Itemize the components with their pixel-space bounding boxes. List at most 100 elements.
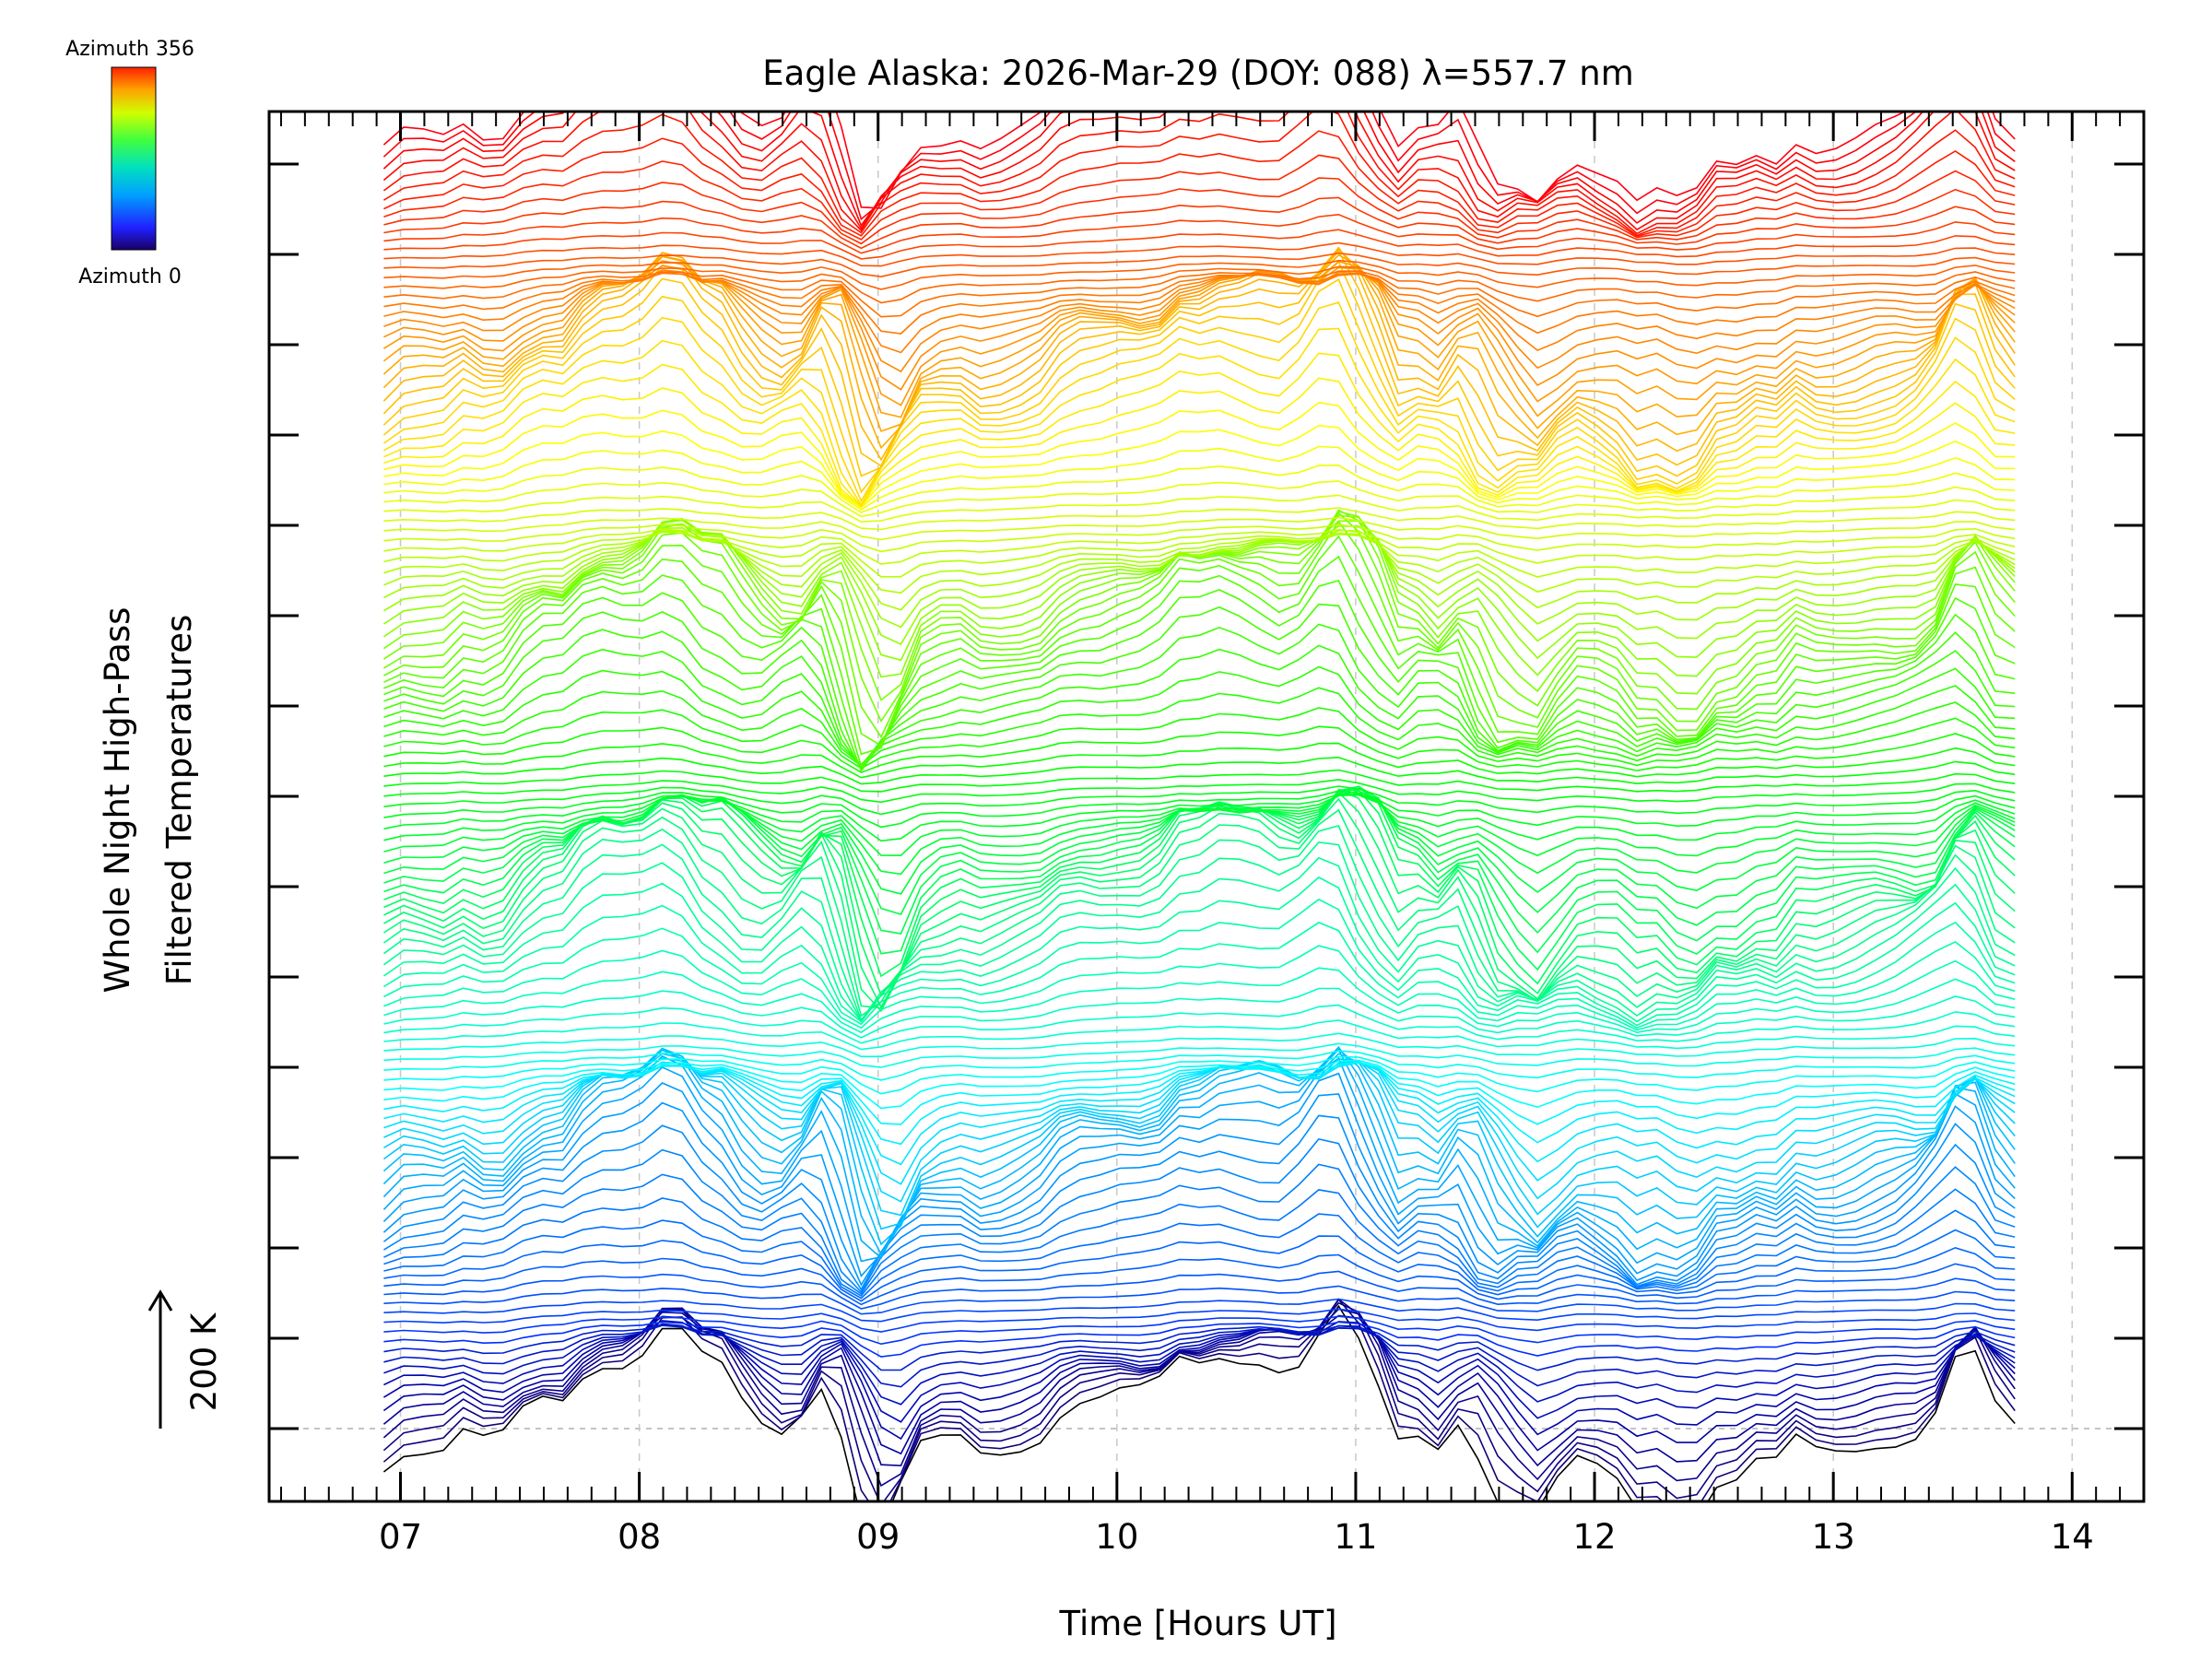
series-azimuth-56.7 bbox=[383, 1163, 2016, 1295]
chart-title: Eagle Alaska: 2026-Mar-29 (DOY: 088) λ=5… bbox=[762, 53, 1634, 93]
series-azimuth-359.1 bbox=[382, 112, 2016, 221]
series-azimuth-170.1 bbox=[383, 794, 2016, 857]
series-azimuth-189.0 bbox=[383, 742, 2016, 779]
series-azimuth-337.5 bbox=[383, 196, 2016, 250]
series-azimuth-99.9 bbox=[383, 1059, 2016, 1110]
series-azimuth-27.0 bbox=[383, 1324, 2016, 1371]
series-azimuth-261.9 bbox=[383, 480, 2016, 518]
series-azimuth-361.8 bbox=[382, 112, 2016, 209]
series-azimuth-105.3 bbox=[383, 1050, 2016, 1081]
x-axis-label: Time [Hours UT] bbox=[1058, 1604, 1336, 1643]
scale-bar-arrow-head bbox=[147, 1289, 173, 1312]
series-azimuth-35.1 bbox=[383, 1308, 2016, 1333]
series-azimuth-218.7 bbox=[383, 520, 2016, 747]
x-tick-label-07: 07 bbox=[379, 1517, 422, 1557]
series-azimuth-29.7 bbox=[383, 1321, 2016, 1358]
series-azimuth-167.4 bbox=[383, 793, 2016, 876]
series-azimuth-232.2 bbox=[382, 519, 2016, 662]
series-azimuth-340.2 bbox=[383, 177, 2016, 245]
series-azimuth-64.8 bbox=[382, 1093, 2016, 1287]
y-axis-label-line1: Whole Night High-Pass bbox=[98, 607, 137, 994]
series-azimuth-110.7 bbox=[383, 1032, 2016, 1058]
series-azimuth-351.0 bbox=[382, 112, 2016, 235]
series-azimuth-51.3 bbox=[383, 1213, 2016, 1300]
series-azimuth-137.7 bbox=[382, 841, 2016, 1022]
series-azimuth-81.0 bbox=[382, 1049, 2016, 1230]
series-azimuth-129.6 bbox=[382, 898, 2016, 1027]
series-azimuth-305.1 bbox=[382, 260, 2016, 406]
series-azimuth-40.5 bbox=[383, 1285, 2016, 1315]
series-azimuth-67.5 bbox=[382, 1072, 2016, 1277]
series-azimuth-148.5 bbox=[383, 791, 2016, 1009]
x-tick-label-13: 13 bbox=[1812, 1517, 1855, 1557]
series-azimuth-54.0 bbox=[383, 1189, 2016, 1297]
colorbar-bottom-label: Azimuth 0 bbox=[78, 265, 182, 288]
y-axis-label-line2: Filtered Temperatures bbox=[159, 615, 199, 985]
y-axis-label: Whole Night High-Pass Filtered Temperatu… bbox=[98, 607, 199, 994]
series-azimuth-256.5 bbox=[383, 507, 2016, 531]
series-azimuth-140.4 bbox=[382, 824, 2016, 1018]
series-azimuth-270.0 bbox=[383, 424, 2016, 509]
series-azimuth-332.1 bbox=[383, 229, 2016, 260]
series-azimuth-108.0 bbox=[383, 1042, 2016, 1068]
x-tick-labels: 07 08 09 10 11 12 13 14 bbox=[379, 1517, 2094, 1557]
series-azimuth-102.6 bbox=[383, 1055, 2016, 1095]
series-azimuth-132.3 bbox=[382, 876, 2016, 1023]
series-azimuth-197.1 bbox=[383, 687, 2016, 767]
series-azimuth-307.8 bbox=[383, 265, 2016, 391]
x-tick-label-11: 11 bbox=[1334, 1517, 1377, 1557]
series-azimuth-205.2 bbox=[383, 623, 2016, 770]
series-azimuth-253.8 bbox=[383, 516, 2016, 541]
series-azimuth-267.3 bbox=[383, 445, 2016, 511]
series-azimuth-24.3 bbox=[383, 1324, 2016, 1388]
series-azimuth-186.3 bbox=[383, 756, 2016, 785]
series-azimuth-32.4 bbox=[383, 1315, 2016, 1346]
scale-bar-label: 200 K bbox=[184, 1312, 224, 1411]
series-azimuth-159.3 bbox=[383, 785, 2016, 935]
x-tick-label-09: 09 bbox=[856, 1517, 900, 1557]
series-azimuth-243.0 bbox=[383, 531, 2016, 594]
series-azimuth-318.6 bbox=[383, 270, 2016, 318]
axis-ticks bbox=[269, 112, 2145, 1501]
series-azimuth-202.5 bbox=[383, 644, 2016, 767]
series-azimuth-172.8 bbox=[383, 793, 2016, 842]
x-tick-label-14: 14 bbox=[2051, 1517, 2094, 1557]
series-azimuth-221.4 bbox=[382, 512, 2016, 739]
series-azimuth-324.0 bbox=[383, 259, 2016, 290]
series-azimuth-45.9 bbox=[383, 1253, 2016, 1306]
series-azimuth-18.9 bbox=[383, 1320, 2016, 1423]
series-azimuth-83.7 bbox=[382, 1053, 2016, 1217]
series-azimuth-245.7 bbox=[383, 531, 2016, 578]
series-azimuth-175.5 bbox=[383, 790, 2016, 829]
series-azimuth-194.4 bbox=[383, 707, 2016, 770]
x-tick-label-10: 10 bbox=[1095, 1517, 1138, 1557]
series-azimuth-283.5 bbox=[382, 301, 2016, 503]
colorbar: Azimuth 356 Azimuth 0 bbox=[65, 38, 194, 288]
series-azimuth-191.7 bbox=[383, 725, 2016, 773]
series-azimuth-356.4 bbox=[382, 112, 2016, 228]
series-azimuth-353.7 bbox=[382, 112, 2016, 231]
series-azimuth-145.8 bbox=[383, 797, 2016, 1013]
series-azimuth-264.6 bbox=[383, 464, 2016, 513]
colorbar-gradient bbox=[111, 66, 157, 251]
series-azimuth-294.3 bbox=[382, 246, 2016, 462]
series-azimuth-302.4 bbox=[382, 254, 2016, 418]
series-azimuth-329.4 bbox=[383, 241, 2016, 267]
series-azimuth-199.8 bbox=[383, 665, 2016, 766]
series-azimuth-299.7 bbox=[382, 252, 2016, 432]
series-azimuth-216.0 bbox=[383, 535, 2016, 756]
scale-bar: 200 K bbox=[147, 1289, 224, 1429]
series-azimuth-37.8 bbox=[383, 1298, 2016, 1323]
series-azimuth-334.8 bbox=[383, 213, 2016, 254]
series-azimuth-126.9 bbox=[383, 921, 2016, 1030]
colorbar-top-label: Azimuth 356 bbox=[65, 38, 194, 61]
x-tick-label-12: 12 bbox=[1573, 1517, 1617, 1557]
plot-frame bbox=[267, 110, 2146, 1503]
series-azimuth-248.4 bbox=[383, 528, 2016, 565]
series-azimuth-5.4 bbox=[382, 1298, 2016, 1501]
series-azimuth-345.6 bbox=[383, 130, 2016, 238]
series-azimuth-275.4 bbox=[383, 377, 2016, 508]
series-azimuth-348.3 bbox=[382, 112, 2016, 237]
series-azimuth-13.5 bbox=[382, 1311, 2016, 1455]
series-azimuth-0.0 bbox=[382, 1304, 2016, 1501]
